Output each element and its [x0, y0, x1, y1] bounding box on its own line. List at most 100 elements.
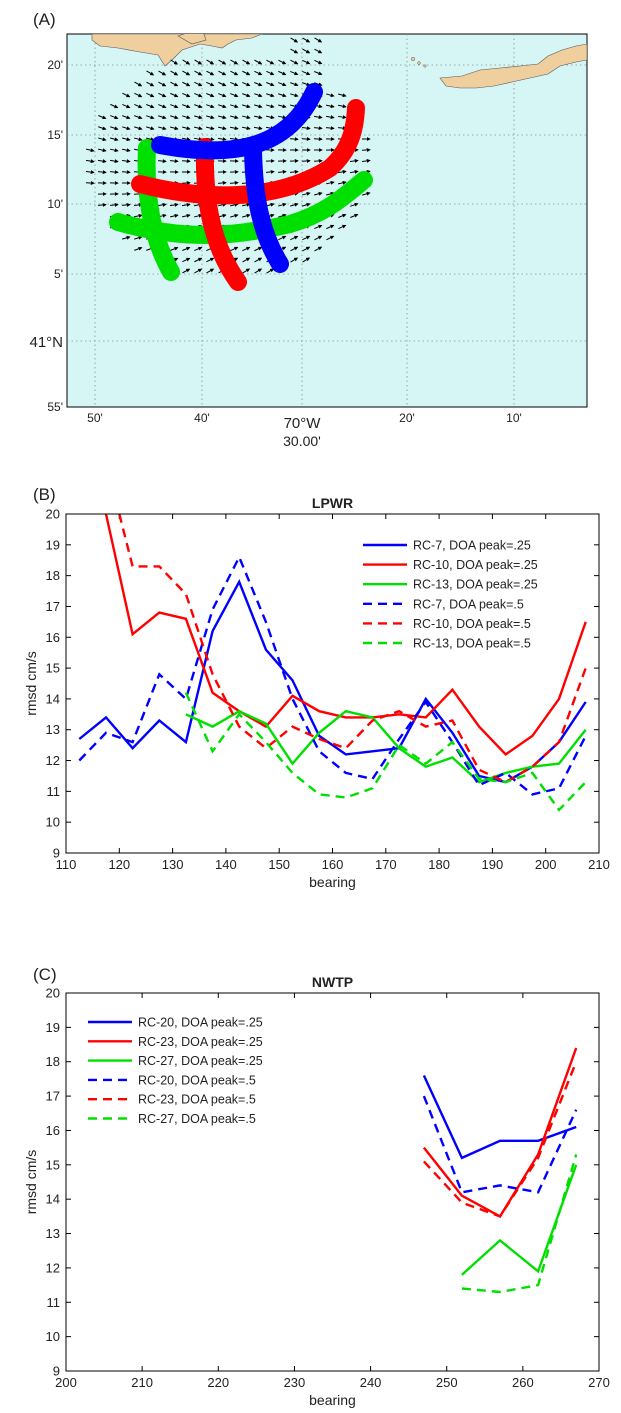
land-cape	[439, 43, 587, 89]
vector-arrow	[170, 115, 179, 120]
vector-arrow	[313, 191, 323, 196]
vector-arrow	[110, 137, 119, 142]
vector-arrow	[182, 59, 191, 65]
legend-label: RC-10, DOA peak=.5	[413, 617, 531, 631]
vector-arrow	[121, 148, 131, 153]
vector-arrow	[158, 104, 167, 109]
vector-arrow	[217, 202, 227, 207]
vector-arrow	[254, 93, 263, 98]
vector-arrow	[134, 246, 143, 251]
vector-arrow	[230, 115, 239, 120]
vector-arrow	[302, 246, 311, 252]
panel-label: (B)	[33, 485, 56, 504]
vector-arrow	[241, 126, 251, 131]
x-tick-label: 250	[436, 1375, 458, 1390]
vector-arrow	[242, 81, 251, 87]
legend-label: RC-13, DOA peak=.25	[413, 578, 538, 592]
vector-arrow	[122, 235, 131, 240]
vector-arrow	[278, 70, 287, 76]
vector-arrow	[230, 246, 239, 252]
vector-arrow	[133, 137, 143, 142]
y-tick-label: 14	[46, 1192, 60, 1207]
x-axis-label: bearing	[309, 874, 356, 890]
y-tick-label: 9	[53, 1364, 60, 1379]
x-tick-label: 130	[162, 857, 184, 872]
y-tick-label: 10	[46, 815, 60, 830]
vector-arrow	[194, 246, 203, 252]
vector-arrow	[242, 59, 251, 65]
vector-arrow	[109, 159, 119, 164]
vector-arrow	[122, 92, 131, 98]
vector-arrow	[278, 235, 287, 241]
vector-arrow	[362, 191, 371, 196]
series-line-6	[184, 692, 587, 812]
vector-arrow	[301, 126, 311, 131]
vector-arrow	[205, 126, 215, 131]
vector-arrow	[194, 257, 203, 263]
vector-arrow	[242, 257, 251, 263]
lat-label: 5'	[54, 267, 63, 281]
y-tick-label: 11	[47, 784, 61, 799]
x-tick-label: 230	[284, 1375, 306, 1390]
vector-arrow	[326, 224, 335, 230]
vector-arrow	[134, 126, 143, 131]
vector-arrow	[302, 59, 311, 65]
vector-arrow	[218, 81, 227, 87]
vector-arrow	[169, 202, 179, 207]
vector-arrow	[85, 148, 95, 153]
vector-arrow	[133, 213, 143, 218]
vector-arrow	[338, 93, 347, 98]
y-tick-label: 19	[46, 1020, 60, 1035]
vector-arrow	[122, 126, 131, 131]
vector-arrow	[110, 115, 119, 120]
vector-arrow	[242, 70, 251, 76]
legend-label: RC-27, DOA peak=.5	[138, 1112, 256, 1126]
vector-arrow	[182, 92, 191, 98]
vector-arrow	[134, 92, 143, 98]
track-green-ew	[109, 171, 373, 244]
series-line-3	[461, 1164, 578, 1276]
vector-arrow	[278, 104, 287, 109]
vector-arrow	[182, 81, 191, 87]
vector-arrow	[218, 59, 227, 65]
vector-arrow	[266, 202, 275, 207]
vector-arrow	[97, 159, 107, 164]
vector-arrow	[337, 180, 347, 185]
vector-arrow	[314, 71, 323, 76]
vector-arrow	[181, 202, 191, 207]
vector-arrow	[277, 169, 287, 174]
land-island-small	[177, 34, 207, 45]
panel-a-map: (A)	[29, 10, 588, 449]
vector-arrow	[230, 59, 239, 65]
vector-arrow	[266, 59, 275, 65]
vector-arrow	[241, 115, 251, 120]
vector-arrow	[278, 93, 287, 98]
vector-arrow	[314, 48, 323, 54]
track-blue-ns	[244, 141, 289, 273]
vector-arrow	[229, 137, 239, 142]
vector-arrow	[266, 82, 275, 87]
legend-label: RC-7, DOA peak=.25	[413, 539, 531, 553]
lon-label: 40'	[194, 411, 210, 425]
y-tick-label: 17	[46, 1089, 60, 1104]
vector-arrow	[217, 137, 227, 142]
lon-label: 10'	[506, 411, 522, 425]
x-tick-label: 180	[428, 857, 450, 872]
vector-arrow	[158, 92, 167, 98]
vector-arrow	[121, 137, 131, 142]
vector-arrow	[242, 268, 251, 274]
vector-arrow	[290, 246, 299, 252]
vector-arrow	[242, 93, 251, 98]
series-line-4	[78, 554, 587, 796]
vector-arrow	[229, 202, 239, 207]
vector-arrow	[146, 115, 155, 120]
vector-arrow	[242, 246, 251, 252]
y-tick-label: 12	[46, 753, 60, 768]
legend-label: RC-23, DOA peak=.25	[138, 1035, 263, 1049]
vector-arrow	[361, 147, 371, 152]
x-tick-label: 260	[512, 1375, 534, 1390]
legend-label: RC-13, DOA peak=.5	[413, 637, 531, 651]
x-tick-label: 120	[108, 857, 130, 872]
vector-arrow	[302, 48, 311, 54]
lat-label-41n: 41°N	[29, 334, 63, 351]
